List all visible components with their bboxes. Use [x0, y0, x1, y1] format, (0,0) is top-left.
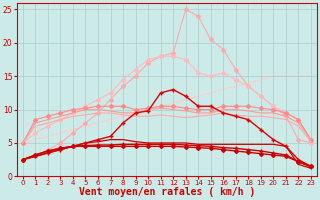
X-axis label: Vent moyen/en rafales ( km/h ): Vent moyen/en rafales ( km/h ): [79, 187, 255, 197]
